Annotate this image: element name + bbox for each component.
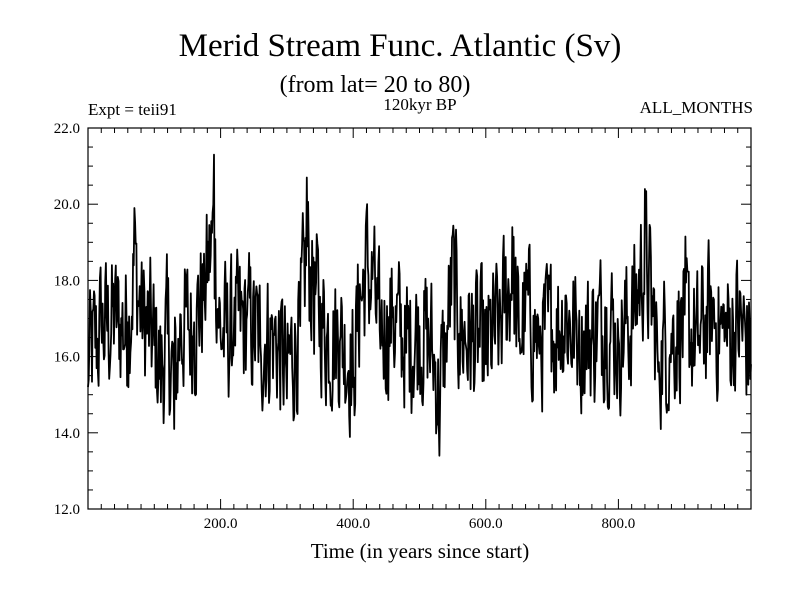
experiment-label: Expt = teii91	[88, 100, 177, 119]
y-tick-label: 16.0	[54, 350, 80, 366]
y-tick-label: 18.0	[54, 273, 80, 289]
y-tick-label: 20.0	[54, 197, 80, 213]
series-line	[87, 153, 752, 457]
y-tick-label: 14.0	[54, 426, 80, 442]
x-tick-label: 600.0	[469, 516, 503, 532]
x-tick-label: 200.0	[204, 516, 238, 532]
x-tick-label: 400.0	[336, 516, 370, 532]
x-axis-label: Time (in years since start)	[310, 539, 530, 563]
x-tick-label: 800.0	[602, 516, 636, 532]
y-tick-label: 22.0	[54, 121, 80, 137]
chart-title: Merid Stream Func. Atlantic (Sv)	[178, 28, 622, 64]
y-tick-label: 12.0	[54, 502, 80, 518]
axis-ticks: 200.0 400.0 600.0 800.0 12.0 14.0 16.0 18.0 20.0…	[54, 121, 751, 532]
period-label: 120kyr BP	[383, 95, 457, 114]
chart-subtitle: (from lat= 20 to 80)	[279, 72, 471, 98]
months-label: ALL_MONTHS	[639, 98, 753, 117]
